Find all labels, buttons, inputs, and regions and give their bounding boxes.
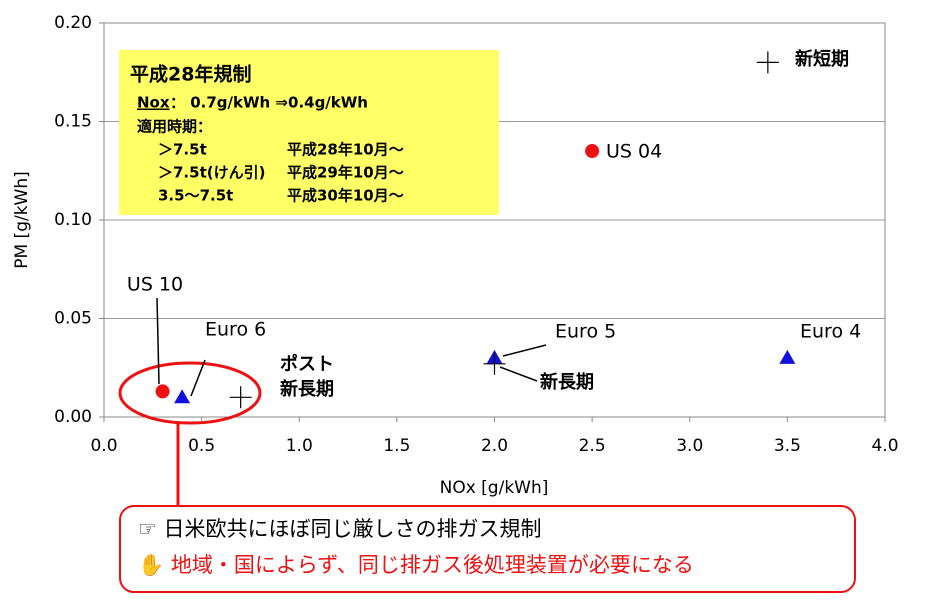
point — [174, 389, 191, 404]
label-leader — [502, 344, 547, 357]
label-leader — [499, 366, 538, 382]
y-tick-label: 0.20 — [54, 13, 92, 33]
point-label: Euro 4 — [800, 321, 861, 343]
point-label: 新長期 — [540, 371, 594, 393]
point-label: 新短期 — [795, 48, 849, 70]
highlight-ellipse — [118, 361, 262, 425]
point-label: Euro 6 — [205, 319, 266, 341]
point-label: 新長期 — [280, 378, 334, 400]
period-label: 適用時期： — [137, 118, 212, 136]
y-tick-label: 0.00 — [54, 407, 92, 427]
x-tick-label: 3.0 — [676, 436, 703, 456]
point — [756, 51, 779, 74]
regulation-cell: 平成28年10月～ — [287, 141, 404, 159]
regulation-cell: 平成30年10月～ — [287, 187, 404, 205]
x-tick-label: 0.0 — [90, 436, 117, 456]
x-axis-label: NOx [g/kWh] — [440, 478, 549, 498]
label-leader — [190, 359, 206, 397]
point-label: US 04 — [606, 141, 662, 163]
y-tick-label: 0.15 — [54, 112, 92, 132]
regulation-cell: ＞7.5t — [158, 141, 207, 159]
point-label: ポスト — [280, 353, 334, 375]
callout-line: ✋ 地域・国によらず、同じ排ガス後処理装置が必要になる — [138, 552, 694, 577]
regulation-cell: 3.5～7.5t — [158, 187, 233, 205]
x-tick-label: 1.0 — [286, 436, 313, 456]
y-axis-label: PM [g/kWh] — [12, 171, 32, 269]
callout-line: ☞ 日米欧共にほぼ同じ厳しさの排ガス規制 — [138, 517, 542, 541]
point — [229, 386, 252, 409]
x-tick-label: 4.0 — [871, 436, 898, 456]
point — [585, 144, 600, 159]
regulation-cell: 平成29年10月～ — [287, 164, 404, 182]
x-tick-label: 1.5 — [383, 436, 410, 456]
x-tick-label: 3.5 — [774, 436, 801, 456]
callout-box — [119, 505, 856, 593]
regulation-title: 平成28年規制 — [130, 63, 251, 86]
x-tick-label: 2.0 — [481, 436, 508, 456]
x-tick-label: 2.5 — [579, 436, 606, 456]
y-tick-label: 0.05 — [54, 309, 92, 329]
regulation-box — [119, 50, 499, 215]
point-label: US 10 — [127, 274, 183, 296]
x-tick-label: 0.5 — [188, 436, 215, 456]
point — [155, 384, 170, 399]
point — [483, 352, 506, 375]
point-label: Euro 5 — [555, 321, 616, 343]
point — [779, 349, 796, 364]
label-leader — [156, 297, 160, 385]
regulation-cell: ＞7.5t(けん引) — [158, 164, 265, 182]
nox-text: ： 0.7g/kWh ⇒0.4g/kWh — [170, 94, 368, 112]
nox-label: Nox — [137, 94, 170, 112]
y-tick-label: 0.10 — [54, 210, 92, 230]
